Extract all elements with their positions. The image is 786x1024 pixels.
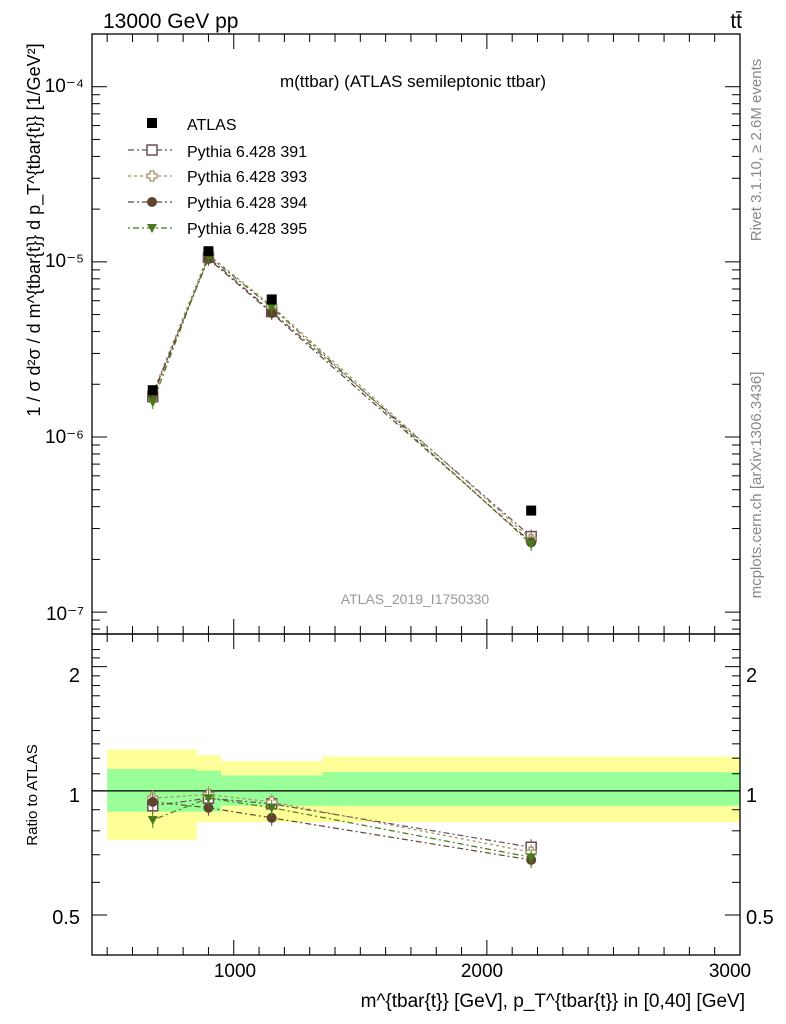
ratio-y-tick-label-right: 1 [746,785,757,807]
source-label: mcplots.cern.ch [arXiv:1306.3436] [748,372,765,599]
mc-line-ratio [152,797,532,858]
ratio-y-tick-label-right: 2 [746,665,757,687]
rivet-label: Rivet 3.1.10, ≥ 2.6M events [748,59,765,242]
ratio-plot-frame [91,633,741,956]
mc-point-ratio [266,812,277,823]
mc-point-ratio [526,853,537,863]
axes-frames [91,33,741,956]
data-marks [147,246,537,868]
plot-title: m(ttbar) (ATLAS semileptonic ttbar) [280,72,546,91]
legend-label-393: Pythia 6.428 393 [187,169,307,186]
process-label: tt̄ [730,10,742,33]
mc-point-ratio [147,815,158,825]
legend-marker [147,118,157,128]
ratio-y-tick-label: 0.5 [52,907,80,929]
mc-line-main [152,253,532,540]
mc-line-ratio [152,797,532,848]
main-y-tick-label: 10⁻⁴ [45,76,84,97]
ratio-y-tick-label-right: 0.5 [746,907,774,929]
legend-label-atlas: ATLAS [187,117,237,134]
main-y-axis-label: 1 / σ d²σ / d m^{tbar{t}} d p_T^{tbar{t}… [24,43,45,416]
legend-marker [146,144,158,156]
atlas-data-point [266,294,277,305]
atlas-data-point [526,505,537,516]
legend-markers [128,118,172,233]
energy-label: 13000 GeV pp [103,10,238,33]
ratio-band-inner [322,772,740,806]
mc-line-main [152,257,532,543]
legend-marker [147,197,157,207]
mc-point-ratio [147,796,158,807]
legend-marker [147,224,157,233]
mc-line-main [152,255,532,545]
x-tick-label: 2000 [461,961,503,982]
legend-label-391: Pythia 6.428 391 [187,144,307,161]
ratio-uncertainty-bands [92,749,740,841]
mc-point-main [147,398,158,408]
ratio-y-axis-label: Ratio to ATLAS [24,744,41,845]
mc-line-main [152,256,532,538]
mc-point-main [266,303,277,313]
x-tick-label: 3000 [709,961,751,982]
mc-point-main [526,539,537,549]
analysis-id: ATLAS_2019_I1750330 [341,591,490,607]
main-y-tick-label: 10⁻⁵ [45,251,84,272]
main-y-tick-label: 10⁻⁶ [45,427,84,448]
mc-line-ratio [152,801,532,861]
legend-label-395: Pythia 6.428 395 [187,221,307,238]
x-axis-label: m^{tbar{t}} [GeV], p_T^{tbar{t}} in [0,4… [361,991,745,1012]
legend-label-394: Pythia 6.428 394 [187,195,307,212]
mc-point-ratio [203,794,214,804]
mc-point-ratio [203,802,214,813]
legend-marker [146,170,158,182]
main-y-tick-label: 10⁻⁷ [46,604,84,625]
ratio-y-tick-label: 1 [69,785,80,807]
atlas-data-point [147,385,158,396]
ratio-y-tick-label: 2 [69,665,80,687]
atlas-data-point [203,246,214,257]
x-tick-label: 1000 [214,961,256,982]
mc-point-ratio [266,803,277,813]
